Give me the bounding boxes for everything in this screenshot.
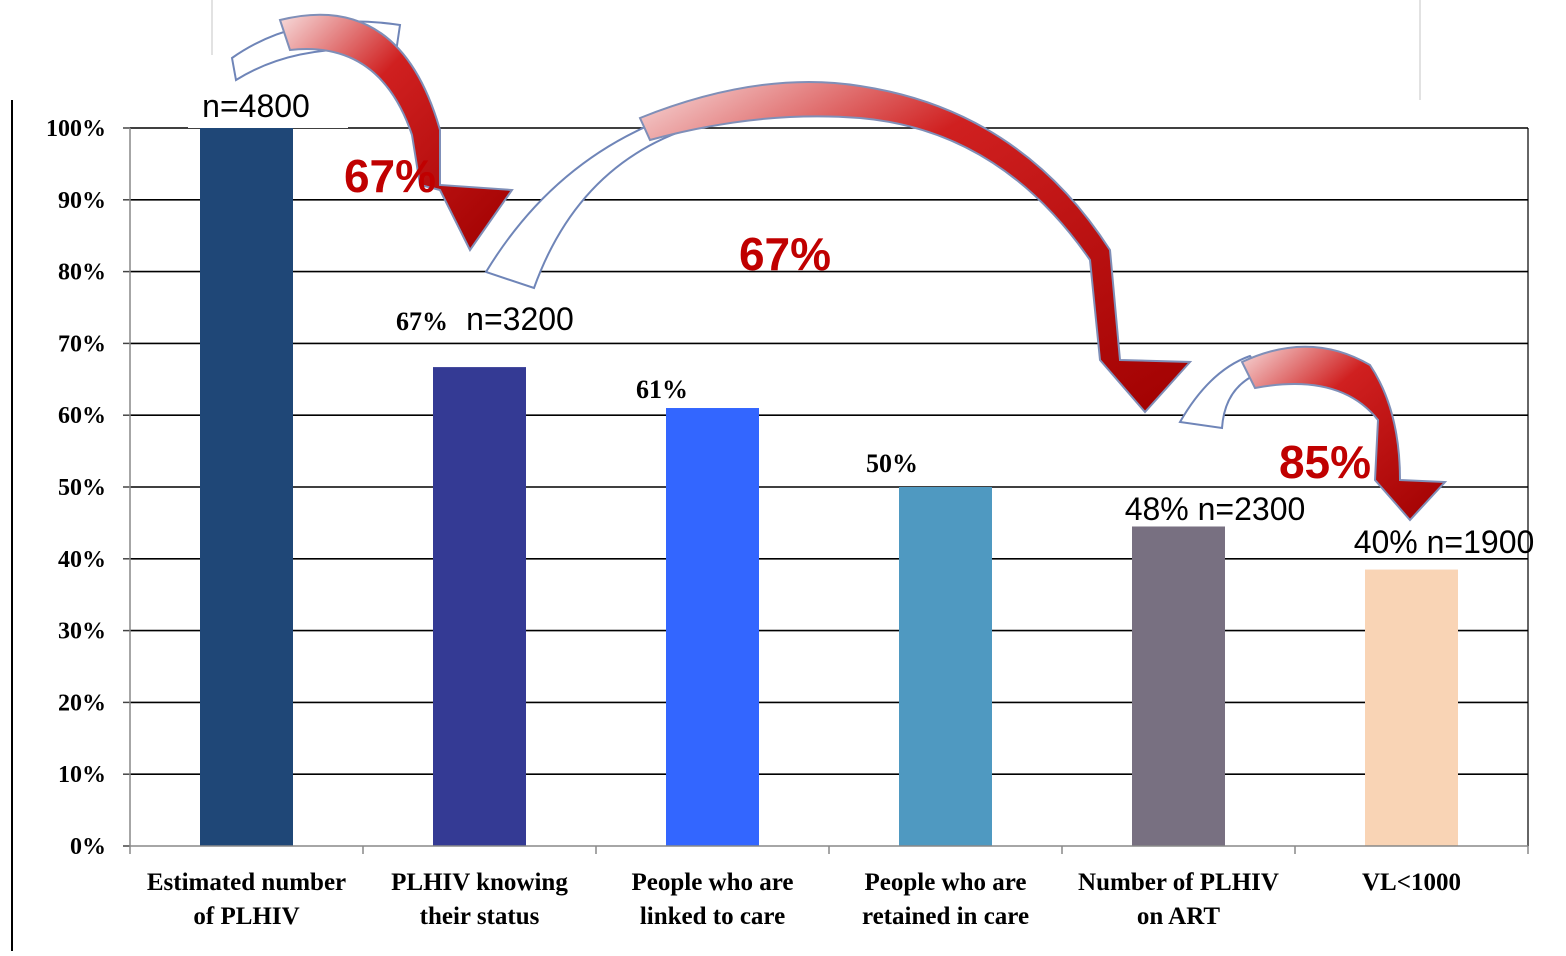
bar-n-label: 48% n=2300 [1125,491,1306,527]
arrow-2-shape [638,81,1193,414]
x-category-label: Estimated number [147,869,346,896]
y-tick-label: 40% [58,547,106,573]
x-category-label: PLHIV knowing [391,869,568,896]
bar-percent-label: 61% [636,375,688,404]
y-tick-label: 90% [58,188,106,214]
arrow-1-shape [278,13,514,252]
arrow-3-shape [1240,345,1448,522]
label-backdrop [188,86,348,128]
y-tick-label: 100% [46,116,106,142]
y-tick-label: 50% [58,475,106,501]
conversion-percent-label: 67% [739,228,831,280]
x-category-label: retained in care [862,903,1029,930]
x-category-label: People who are [631,869,793,896]
bar [1365,569,1458,846]
x-category-label: Number of PLHIV [1078,869,1279,896]
conversion-percent-label: 67% [344,150,436,202]
bar-n-label: n=3200 [466,301,574,337]
y-tick-label: 0% [70,834,106,860]
x-category-label: on ART [1137,903,1221,930]
bar [899,487,992,846]
y-tick-label: 60% [58,403,106,429]
bar-n-label: 40% n=1900 [1354,524,1535,560]
y-tick-label: 10% [58,762,106,788]
bar-n-label: n=4800 [202,88,310,124]
x-category-label: linked to care [640,903,785,930]
y-tick-label: 20% [58,690,106,716]
bar-percent-label: 50% [866,449,918,478]
bar [433,367,526,846]
bar-percent-label: 67% [396,307,448,336]
arrow-3-tail-outline [1178,354,1264,430]
bar [666,408,759,846]
x-category-label: their status [420,903,540,930]
y-tick-label: 80% [58,260,106,286]
y-tick-label: 70% [58,331,106,357]
x-category-label: VL<1000 [1362,869,1461,896]
bar [1132,526,1225,846]
conversion-percent-label: 85% [1279,436,1371,488]
bar [200,128,293,846]
x-category-label: of PLHIV [193,903,299,930]
y-tick-label: 30% [58,619,106,645]
x-category-label: People who are [864,869,1026,896]
